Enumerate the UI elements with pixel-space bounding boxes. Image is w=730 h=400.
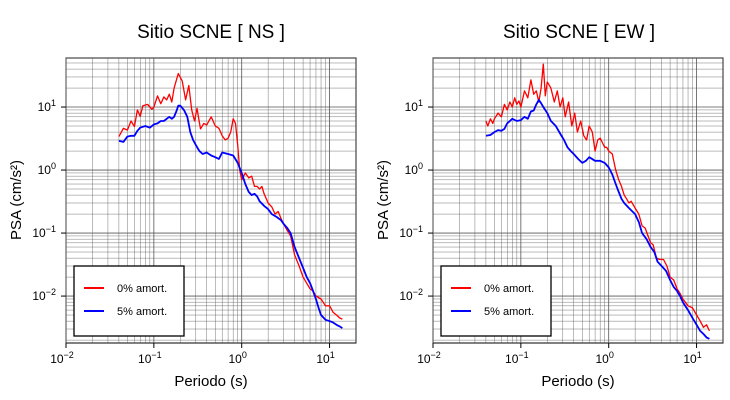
tick-labels: 10−2 10−1 100 101 10−2 10−1 100 101	[32, 98, 334, 366]
chart-panel-ew: Sitio SCNE [ EW ] Periodo (s) PSA (cm/s²…	[375, 22, 724, 390]
x-tick-label: 100	[596, 350, 614, 366]
y-tick-label: 10−1	[399, 224, 423, 240]
x-tick-label: 101	[683, 350, 701, 366]
legend-box	[73, 265, 185, 337]
series-layer	[118, 72, 343, 329]
x-tick-label: 10−2	[417, 350, 441, 366]
series-line-0	[118, 72, 343, 320]
y-tick-label: 10−2	[32, 287, 56, 303]
legend-box	[440, 265, 552, 337]
x-axis-label: Periodo (s)	[541, 373, 614, 390]
chart-panel-ns: Sitio SCNE [ NS ] Periodo (s) PSA (cm/s²…	[8, 22, 357, 390]
legend-label-0: 0% amort.	[484, 283, 534, 295]
series-line-0	[485, 63, 710, 332]
legend: 0% amort. 5% amort.	[440, 265, 552, 337]
x-tick-label: 10−1	[505, 350, 529, 366]
x-tick-label: 100	[229, 350, 247, 366]
series-line-1	[485, 99, 710, 340]
legend-label-1: 5% amort.	[117, 306, 167, 318]
y-tick-label: 101	[405, 98, 423, 114]
legend: 0% amort. 5% amort.	[73, 265, 185, 337]
y-tick-label: 100	[38, 161, 56, 177]
chart-title: Sitio SCNE [ EW ]	[503, 22, 655, 43]
x-tick-label: 10−2	[50, 350, 74, 366]
y-tick-label: 101	[38, 98, 56, 114]
x-tick-label: 101	[316, 350, 334, 366]
y-tick-label: 10−1	[32, 224, 56, 240]
x-tick-label: 10−1	[138, 350, 162, 366]
series-layer	[485, 63, 710, 340]
y-tick-label: 10−2	[399, 287, 423, 303]
tick-labels: 10−2 10−1 100 101 10−2 10−1 100 101	[399, 98, 701, 366]
y-axis-label: PSA (cm/s²)	[8, 160, 25, 240]
legend-label-1: 5% amort.	[484, 306, 534, 318]
legend-label-0: 0% amort.	[117, 283, 167, 295]
x-axis-label: Periodo (s)	[174, 373, 247, 390]
y-tick-label: 100	[405, 161, 423, 177]
y-axis-label: PSA (cm/s²)	[375, 160, 392, 240]
series-line-1	[118, 104, 343, 329]
chart-title: Sitio SCNE [ NS ]	[137, 22, 285, 43]
